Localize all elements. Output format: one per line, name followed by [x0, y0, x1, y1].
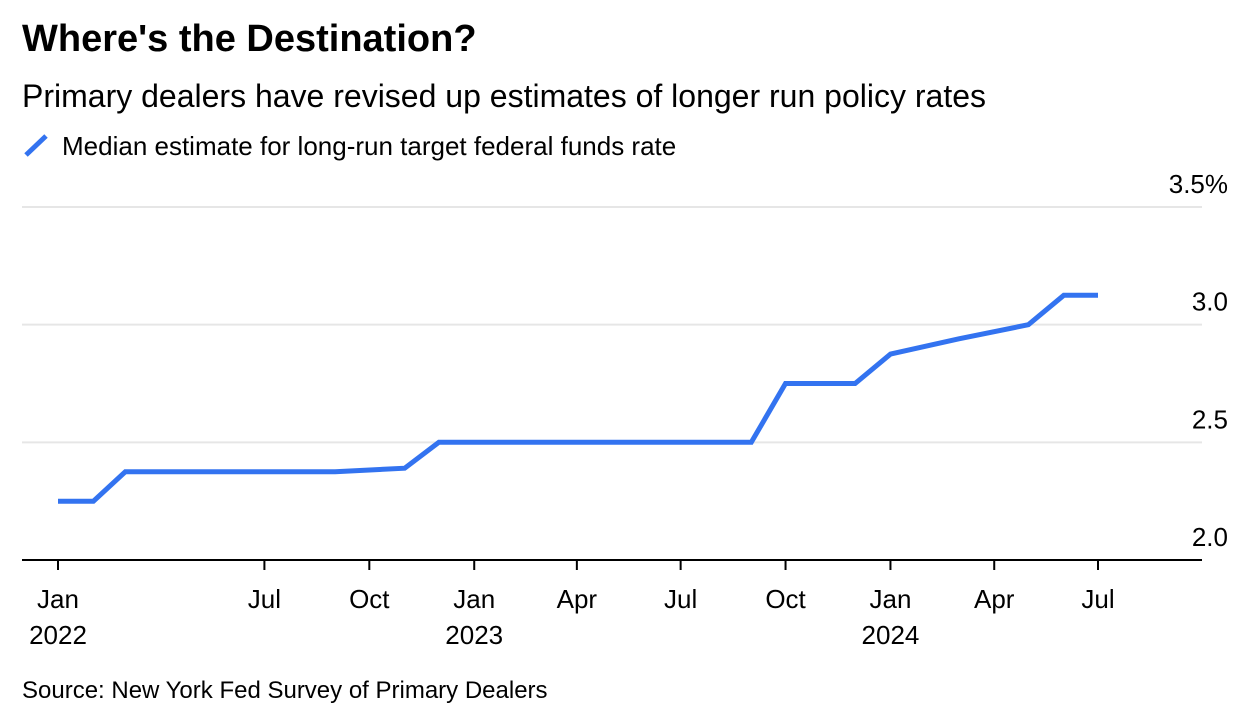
source-note: Source: New York Fed Survey of Primary D… — [22, 677, 548, 704]
line-chart: 2.0 2.5 3.0 3.5% Jan 2022 Jul Oct Jan 2023 Apr Jul… — [22, 169, 1228, 650]
x-tick-year-label: 2023 — [445, 620, 503, 650]
x-axis-labels: Jan 2022 Jul Oct Jan 2023 Apr Jul Oct Jan 2024 Apr J… — [29, 584, 1115, 650]
series-line — [58, 292, 1098, 504]
chart-title: Where's the Destination? — [22, 18, 477, 60]
legend-swatch-icon — [24, 134, 48, 157]
x-tick-year-label: 2022 — [29, 620, 87, 650]
chart-subtitle: Primary dealers have revised up estimate… — [22, 78, 986, 114]
x-tick-label: Oct — [349, 584, 390, 614]
legend-label: Median estimate for long-run target fede… — [62, 130, 677, 161]
x-tick-label: Jul — [248, 584, 281, 614]
x-tick-label: Apr — [974, 584, 1015, 614]
y-tick-label: 2.0 — [1192, 522, 1228, 552]
x-axis — [22, 559, 1202, 570]
x-tick-label: Oct — [765, 584, 806, 614]
x-tick-label: Jan — [453, 584, 495, 614]
series — [58, 292, 1098, 504]
y-tick-label: 3.5% — [1169, 169, 1228, 199]
y-tick-label: 3.0 — [1192, 287, 1228, 317]
x-tick-label: Jan — [869, 584, 911, 614]
x-tick-label: Apr — [557, 584, 598, 614]
y-axis-labels: 2.0 2.5 3.0 3.5% — [1169, 169, 1228, 552]
x-tick-label: Jan — [37, 584, 79, 614]
x-tick-year-label: 2024 — [862, 620, 920, 650]
y-tick-label: 2.5 — [1192, 404, 1228, 434]
x-tick-label: Jul — [664, 584, 697, 614]
x-tick-label: Jul — [1081, 584, 1114, 614]
legend: Median estimate for long-run target fede… — [22, 130, 676, 162]
